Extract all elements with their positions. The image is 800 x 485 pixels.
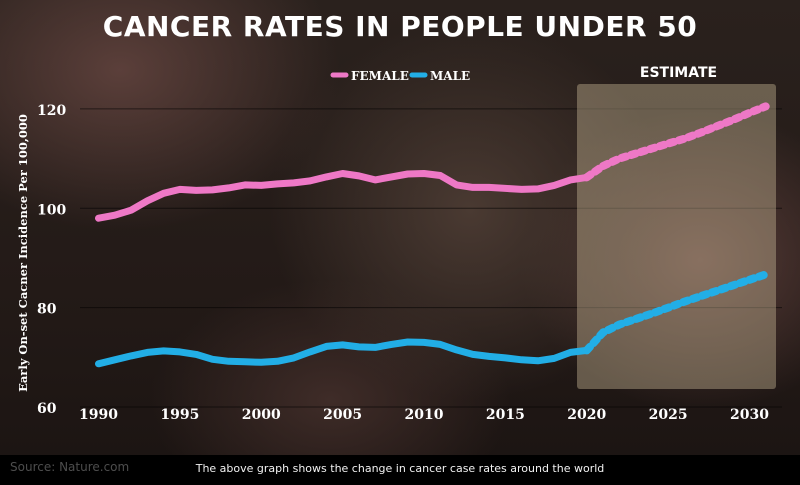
x-tick-2010: 2010 bbox=[405, 407, 444, 423]
legend: FEMALE MALE bbox=[330, 69, 470, 83]
y-tick-100: 100 bbox=[37, 202, 66, 218]
legend-label-female: FEMALE bbox=[351, 69, 409, 83]
image-caption: The above graph shows the change in canc… bbox=[195, 462, 605, 475]
estimate-label: ESTIMATE bbox=[640, 65, 717, 81]
source-credit: Source: Nature.com bbox=[10, 460, 130, 474]
male-estimate-line bbox=[582, 270, 770, 355]
x-tick-2020: 2020 bbox=[567, 407, 606, 423]
y-tick-120: 120 bbox=[37, 103, 66, 119]
x-tick-2030: 2030 bbox=[730, 407, 769, 423]
x-tick-2000: 2000 bbox=[242, 407, 281, 423]
male-series-line bbox=[95, 338, 591, 368]
x-tick-2005: 2005 bbox=[323, 407, 362, 423]
line-chart: ESTIMATE 60 80 100 120 1990 1995 2000 2005 2010 2… bbox=[16, 10, 782, 423]
y-tick-80: 80 bbox=[37, 302, 57, 318]
female-series-line bbox=[95, 170, 591, 222]
y-axis-label: Early On-set Cacner Incidence Per 100,00… bbox=[16, 114, 30, 392]
estimate-band bbox=[577, 84, 776, 389]
caption-bar: Source: Nature.com The above graph shows… bbox=[0, 455, 800, 485]
axis-ticks: 60 80 100 120 1990 1995 2000 2005 2010 2015 2020 20… bbox=[37, 103, 769, 423]
female-estimate-line bbox=[582, 102, 770, 182]
legend-label-male: MALE bbox=[430, 69, 470, 83]
x-tick-2025: 2025 bbox=[649, 407, 688, 423]
series-lines bbox=[95, 102, 770, 368]
x-tick-1990: 1990 bbox=[79, 407, 118, 423]
y-tick-60: 60 bbox=[37, 401, 57, 417]
chart-title: CANCER RATES IN PEOPLE UNDER 50 bbox=[103, 10, 697, 43]
x-tick-1995: 1995 bbox=[160, 407, 199, 423]
x-tick-2015: 2015 bbox=[486, 407, 525, 423]
